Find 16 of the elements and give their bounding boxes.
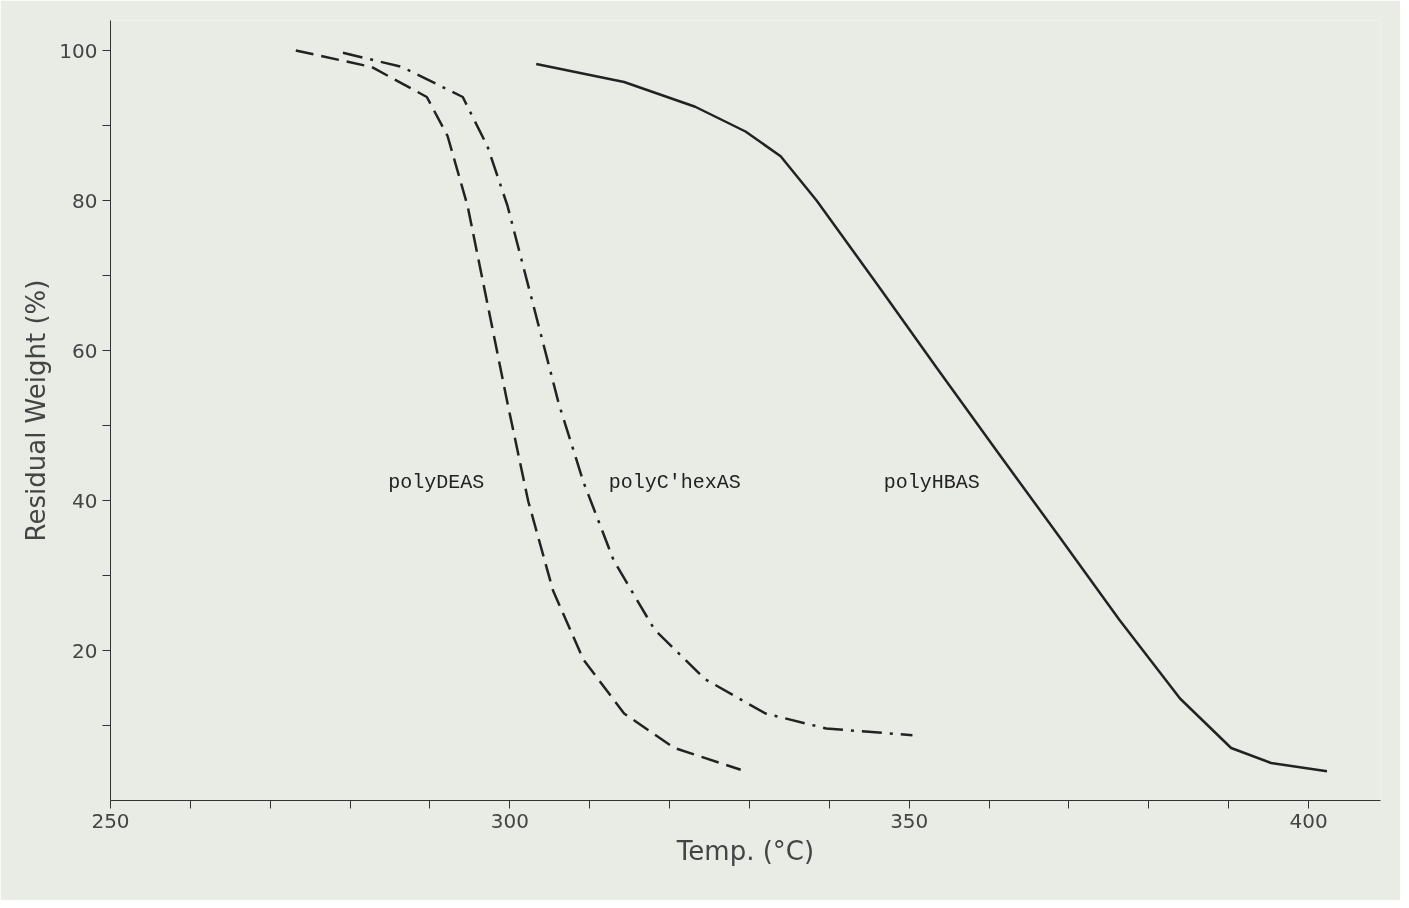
- y-tick-label: 80: [72, 188, 98, 213]
- series-label: polyHBAS: [883, 471, 980, 494]
- y-tick-label: 100: [59, 38, 98, 63]
- y-axis-title: Residual Weight (%): [21, 279, 52, 542]
- y-tick-label: 40: [72, 488, 98, 513]
- line-series: [534, 62, 1329, 773]
- series-label: polyC'hexAS: [608, 471, 741, 494]
- y-tick-label: 20: [72, 638, 98, 663]
- series-label: polyDEAS: [388, 471, 485, 494]
- x-axis-title: Temp. (°C): [675, 835, 815, 866]
- y-tick-label: 60: [72, 338, 98, 363]
- x-tick-label: 400: [1289, 808, 1328, 833]
- x-tick-label: 350: [890, 808, 929, 833]
- x-tick-label: 300: [490, 808, 529, 833]
- x-tick-label: 250: [91, 808, 130, 833]
- line-series: [294, 49, 742, 771]
